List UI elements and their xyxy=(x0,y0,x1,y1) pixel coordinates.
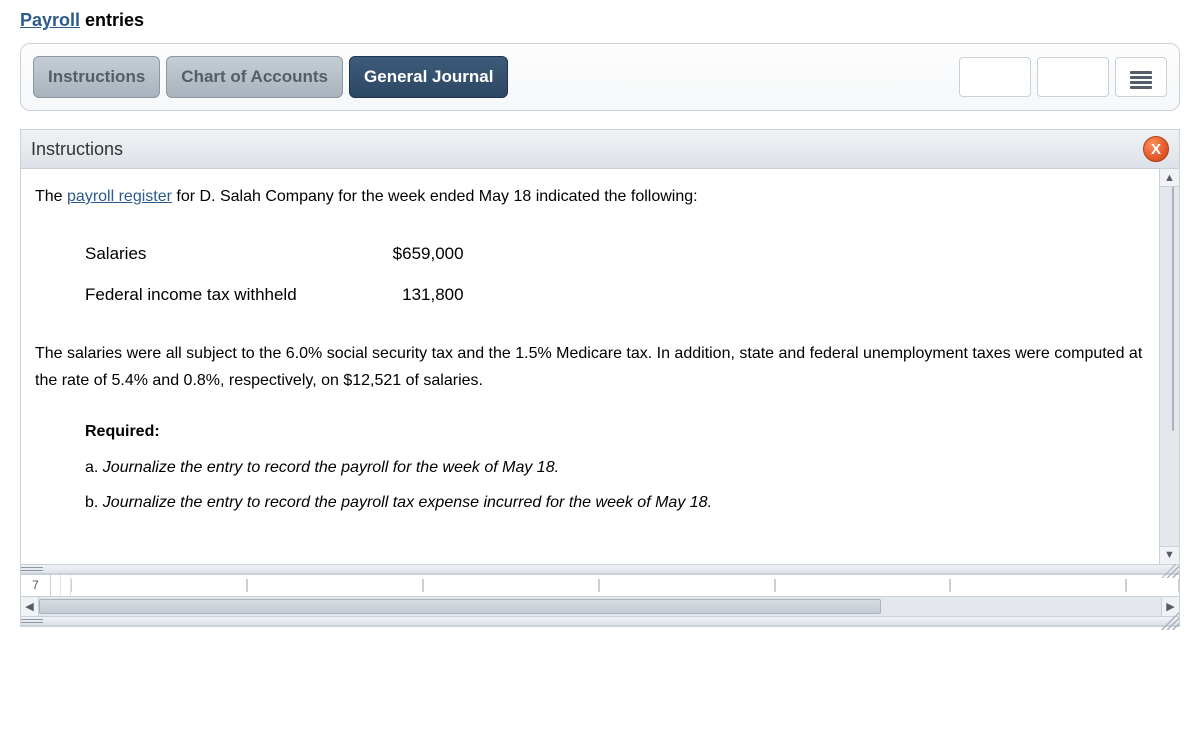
tab-chart-of-accounts[interactable]: Chart of Accounts xyxy=(166,56,343,98)
page-title-suffix: entries xyxy=(80,10,144,30)
instructions-section: Instructions X The payroll register for … xyxy=(20,129,1180,627)
required-label: Required: xyxy=(85,418,1145,445)
section-title: Instructions xyxy=(31,139,123,160)
scroll-left-arrow[interactable]: ◀ xyxy=(21,597,39,616)
section-content: The payroll register for D. Salah Compan… xyxy=(21,169,1159,564)
hamburger-icon xyxy=(1130,69,1152,85)
ruler-first-cell[interactable]: 7 xyxy=(21,575,51,596)
hscroll-thumb[interactable] xyxy=(39,599,881,614)
horizontal-scrollbar[interactable]: ◀ ▶ xyxy=(21,596,1179,616)
splitter-1[interactable] xyxy=(21,564,1179,574)
ruler-row[interactable]: 7 xyxy=(21,574,1179,596)
tab-panel: Instructions Chart of Accounts General J… xyxy=(20,43,1180,111)
grip-icon xyxy=(21,567,43,571)
req-ord: a. xyxy=(85,459,98,476)
payroll-register-link[interactable]: payroll register xyxy=(67,188,172,205)
table-row: Salaries $659,000 xyxy=(85,234,480,275)
tab-row: Instructions Chart of Accounts General J… xyxy=(33,56,1167,98)
page-title: Payroll entries xyxy=(20,10,1180,31)
intro-suffix: for D. Salah Company for the week ended … xyxy=(172,188,698,205)
payroll-link[interactable]: Payroll xyxy=(20,10,80,30)
row-label: Federal income tax withheld xyxy=(85,275,313,316)
tool-slot-1[interactable] xyxy=(959,57,1031,97)
grip-icon xyxy=(21,619,43,623)
tab-instructions[interactable]: Instructions xyxy=(33,56,160,98)
table-row: Federal income tax withheld 131,800 xyxy=(85,275,480,316)
scroll-up-arrow[interactable]: ▲ xyxy=(1160,169,1179,187)
row-label: Salaries xyxy=(85,234,313,275)
scroll-thumb[interactable] xyxy=(1172,187,1174,431)
requirements-list: a. Journalize the entry to record the pa… xyxy=(85,454,1145,516)
tab-general-journal[interactable]: General Journal xyxy=(349,56,508,98)
close-button[interactable]: X xyxy=(1143,136,1169,162)
row-amount: $659,000 xyxy=(313,234,480,275)
requirement-b: b. Journalize the entry to record the pa… xyxy=(85,489,1145,516)
tax-paragraph: The salaries were all subject to the 6.0… xyxy=(35,340,1145,394)
requirement-a: a. Journalize the entry to record the pa… xyxy=(85,454,1145,481)
req-ord: b. xyxy=(85,494,98,511)
intro-line: The payroll register for D. Salah Compan… xyxy=(35,183,1145,210)
req-text: Journalize the entry to record the payro… xyxy=(103,494,712,511)
resize-grip-icon[interactable] xyxy=(1161,612,1179,630)
intro-prefix: The xyxy=(35,188,67,205)
section-header: Instructions X xyxy=(21,130,1179,169)
splitter-2[interactable] xyxy=(21,616,1179,626)
hscroll-track[interactable] xyxy=(39,597,1161,616)
row-amount: 131,800 xyxy=(313,275,480,316)
list-view-button[interactable] xyxy=(1115,57,1167,97)
vertical-scrollbar[interactable]: ▲ ▼ xyxy=(1159,169,1179,564)
tool-slot-2[interactable] xyxy=(1037,57,1109,97)
payroll-table: Salaries $659,000 Federal income tax wit… xyxy=(85,234,480,316)
req-text: Journalize the entry to record the payro… xyxy=(103,459,559,476)
scroll-down-arrow[interactable]: ▼ xyxy=(1160,546,1179,564)
